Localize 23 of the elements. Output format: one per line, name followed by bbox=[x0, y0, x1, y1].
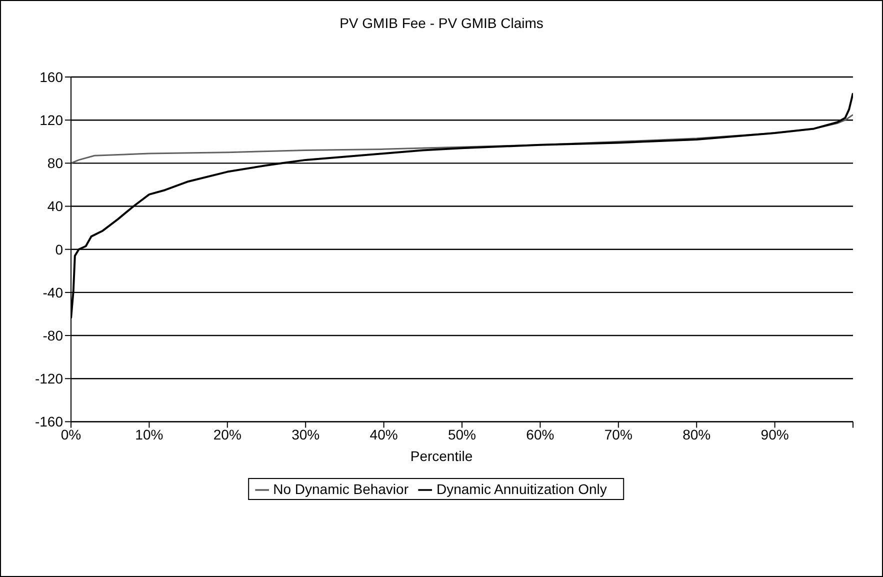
y-tick-label: -120 bbox=[34, 370, 64, 387]
x-tick-label: 60% bbox=[526, 426, 554, 443]
y-tick-label: 0 bbox=[55, 241, 64, 258]
x-tick-label: 80% bbox=[682, 426, 711, 443]
chart-title: PV GMIB Fee - PV GMIB Claims bbox=[338, 15, 544, 31]
x-axis-title: Percentile bbox=[409, 448, 474, 464]
legend-label: Dynamic Annuitization Only bbox=[436, 480, 607, 497]
x-tick-label: 20% bbox=[213, 426, 242, 443]
y-tick-label: 120 bbox=[40, 112, 64, 128]
y-tick-label: -80 bbox=[42, 327, 64, 344]
y-tick-label: 160 bbox=[40, 68, 64, 85]
legend-label: No Dynamic Behavior bbox=[273, 480, 408, 497]
y-tick-label: -160 bbox=[34, 414, 64, 430]
y-tick-label: -40 bbox=[42, 284, 64, 300]
x-tick-label: 0% bbox=[60, 426, 82, 443]
x-tick-label: 10% bbox=[135, 426, 164, 443]
y-tick-label: 80 bbox=[47, 155, 64, 172]
x-tick-label: 50% bbox=[448, 426, 476, 443]
x-tick-label: 40% bbox=[370, 426, 398, 443]
x-tick-label: 70% bbox=[604, 426, 632, 443]
y-tick-label: 40 bbox=[47, 198, 64, 214]
x-tick-label: 30% bbox=[292, 426, 320, 443]
x-tick-label: 90% bbox=[760, 426, 789, 443]
